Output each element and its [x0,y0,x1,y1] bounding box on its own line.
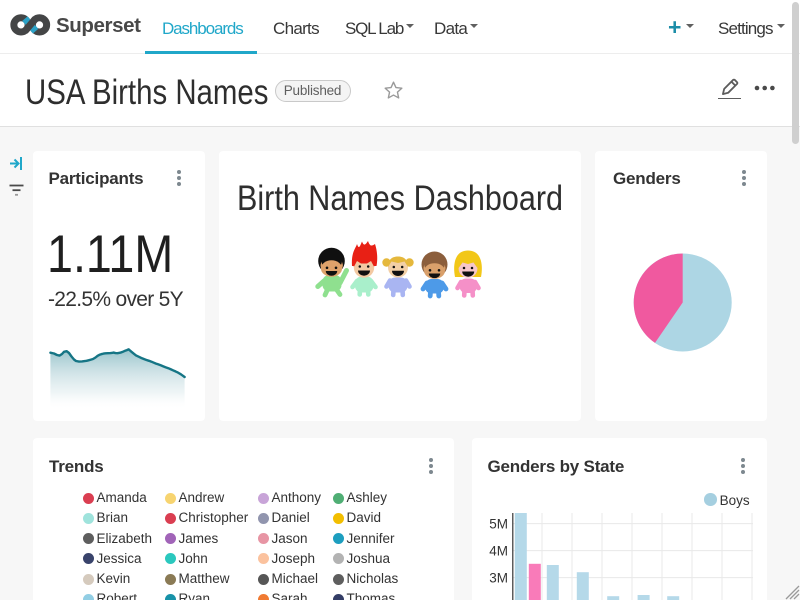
svg-text:3M: 3M [489,570,508,585]
svg-text:5M: 5M [489,516,508,531]
svg-text:4M: 4M [489,543,508,558]
